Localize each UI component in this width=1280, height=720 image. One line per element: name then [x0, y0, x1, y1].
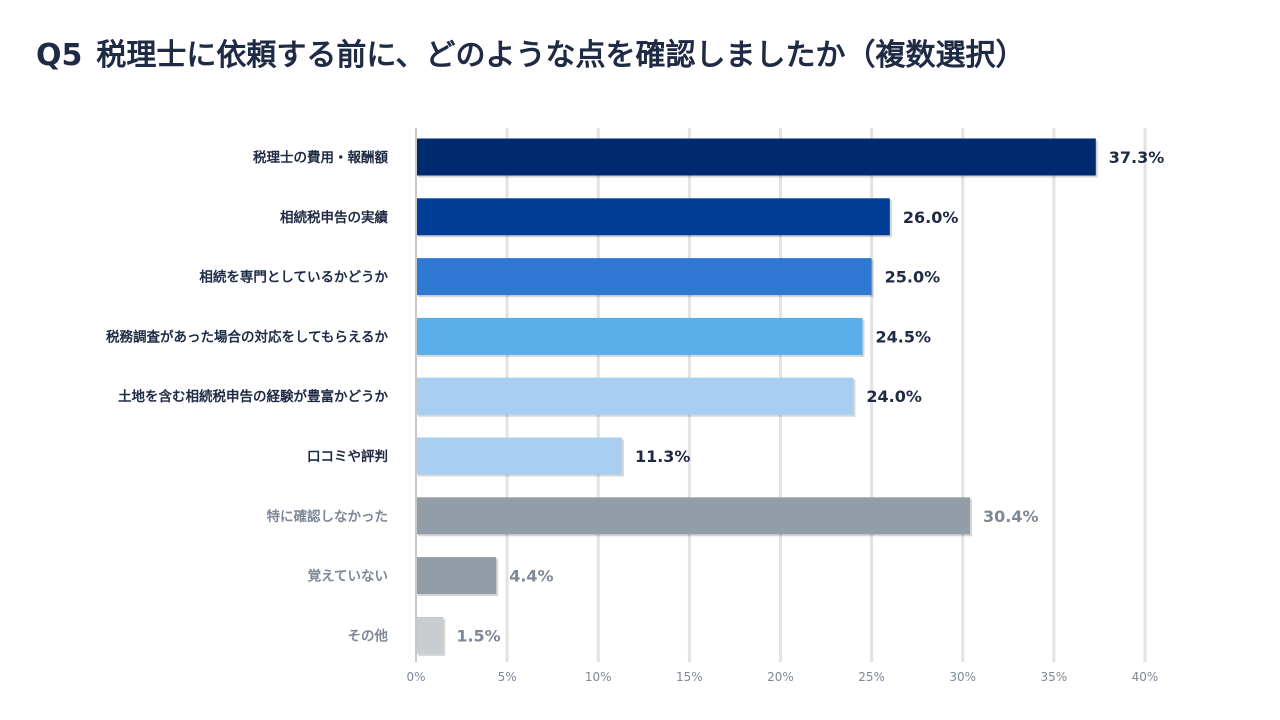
category-label: 土地を含む相続税申告の経験が豊富かどうか [118, 388, 388, 405]
bar [416, 258, 872, 296]
value-label: 24.0% [866, 387, 922, 406]
bar [416, 138, 1096, 176]
x-tick-label: 35% [1041, 670, 1068, 684]
bar [416, 377, 854, 415]
bar [416, 616, 444, 654]
value-label: 4.4% [509, 567, 553, 586]
value-label: 26.0% [903, 208, 959, 227]
category-label: 口コミや評判 [307, 448, 388, 465]
bar [416, 497, 971, 535]
category-label: 相続税申告の実績 [280, 209, 388, 226]
page-title: Q5 税理士に依頼する前に、どのような点を確認しましたか（複数選択） [36, 30, 1026, 74]
x-tick-label: 25% [858, 670, 885, 684]
x-tick-label: 0% [406, 670, 425, 684]
bar [416, 437, 622, 475]
bar [416, 198, 890, 236]
value-label: 1.5% [456, 626, 500, 645]
category-label: 特に確認しなかった [267, 508, 389, 525]
category-label: その他 [348, 627, 389, 644]
value-label: 37.3% [1109, 148, 1165, 167]
category-label: 覚えていない [308, 568, 388, 585]
value-label: 25.0% [885, 268, 941, 287]
question-text: 税理士に依頼する前に、どのような点を確認しましたか（複数選択） [96, 38, 1026, 73]
x-tick-label: 15% [676, 670, 703, 684]
category-label: 相続を専門としているかどうか [199, 269, 388, 286]
x-tick-label: 40% [1132, 670, 1159, 684]
x-tick-label: 5% [498, 670, 517, 684]
bar [416, 317, 863, 355]
category-label: 税理士の費用・報酬額 [253, 149, 388, 166]
x-tick-label: 30% [949, 670, 976, 684]
category-label: 税務調査があった場合の対応をしてもらえるか [106, 328, 389, 345]
value-label: 30.4% [983, 507, 1039, 526]
bar [416, 557, 497, 595]
value-label: 24.5% [876, 327, 932, 346]
x-tick-label: 20% [767, 670, 794, 684]
value-label: 11.3% [635, 447, 691, 466]
x-tick-label: 10% [585, 670, 612, 684]
question-number: Q5 [36, 38, 83, 73]
